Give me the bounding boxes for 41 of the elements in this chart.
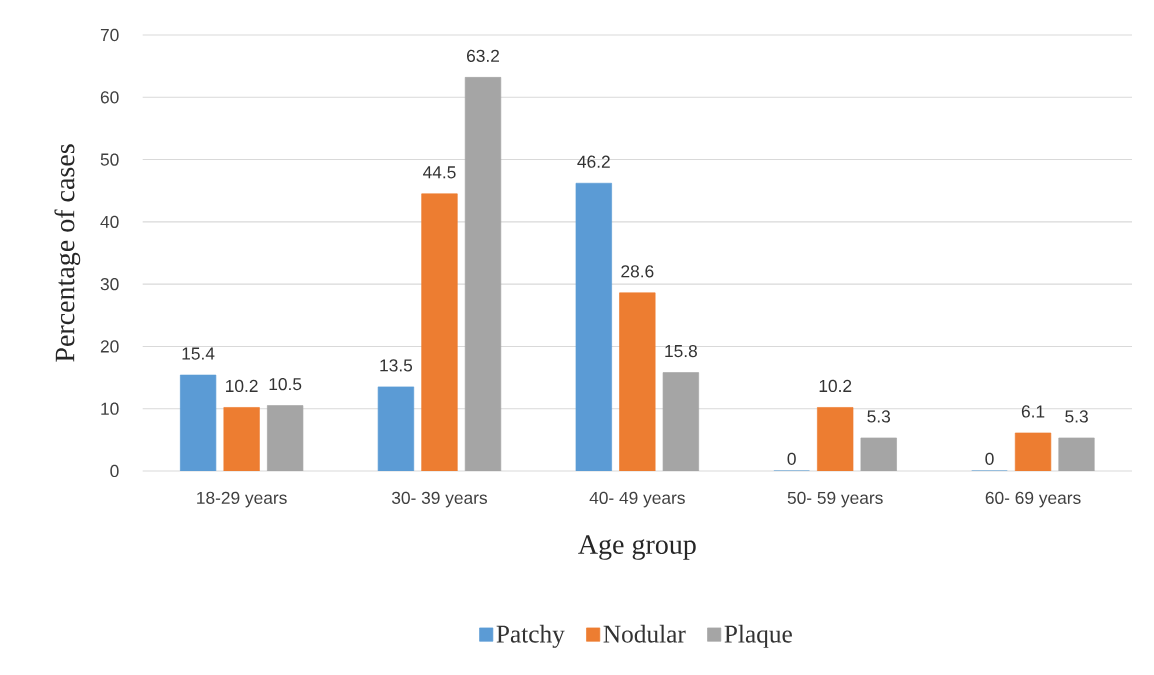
legend-label: Patchy [496, 624, 565, 648]
data-label: 28.6 [621, 265, 654, 278]
bar [179, 374, 217, 471]
data-label: 15.4 [182, 347, 215, 360]
y-tick-label: 20 [100, 340, 119, 353]
data-label: 46.2 [577, 155, 610, 168]
x-tick-label: 18-29 years [197, 491, 287, 508]
data-label: 0 [787, 452, 796, 465]
data-label: 63.2 [467, 49, 499, 62]
y-tick-label: 60 [100, 91, 119, 104]
data-label: 15.8 [665, 344, 697, 358]
data-label: 0 [985, 452, 994, 465]
y-axis-title: Percentage of cases [54, 144, 81, 362]
y-tick-label: 70 [100, 28, 119, 42]
data-label: 5.3 [1065, 410, 1088, 423]
y-tick-label: 10 [101, 402, 119, 415]
y-tick-label: 30 [100, 278, 119, 291]
data-label: 6.1 [1021, 405, 1045, 418]
data-label: 44.5 [423, 166, 456, 179]
legend-label: Plaque [724, 624, 792, 648]
x-tick-label: 50- 59 years [787, 491, 883, 508]
bar [662, 372, 700, 471]
x-tick-label: 60- 69 years [985, 491, 1081, 508]
data-label: 5.3 [867, 410, 891, 423]
x-tick-label: 40- 49 years [589, 491, 685, 508]
data-label: 13.5 [380, 359, 413, 372]
y-tick-label: 0 [110, 464, 119, 478]
x-tick-label: 30- 39 years [391, 491, 487, 508]
bar [1058, 437, 1095, 471]
y-tick-label: 40 [100, 215, 119, 228]
bar [464, 77, 502, 471]
y-tick-label: 50 [100, 153, 119, 166]
data-label: 10.2 [226, 379, 258, 393]
x-axis-title: Age group [578, 535, 696, 560]
data-label: 10.2 [819, 379, 852, 393]
legend-label: Nodular [603, 624, 686, 643]
bar [266, 405, 304, 471]
bar [377, 386, 415, 471]
data-label: 10.5 [269, 377, 302, 391]
bar [575, 182, 612, 471]
bar [860, 437, 897, 471]
